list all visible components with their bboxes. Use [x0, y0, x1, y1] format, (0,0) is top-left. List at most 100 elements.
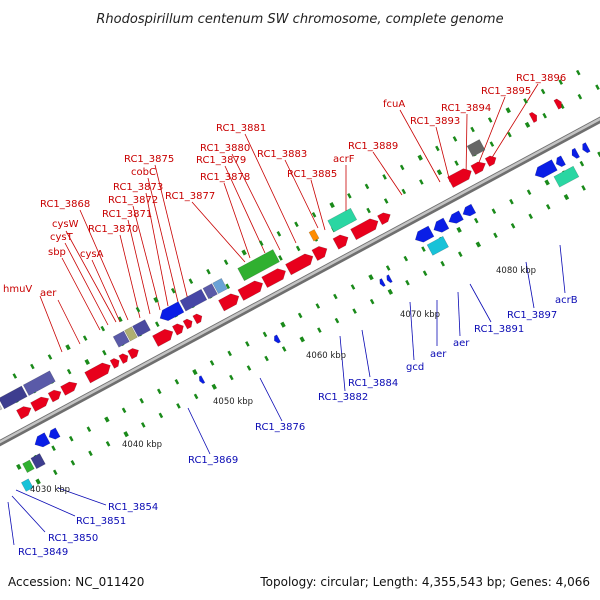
- gene-label[interactable]: RC1_3876: [255, 422, 305, 433]
- gene-label[interactable]: acrB: [555, 295, 578, 306]
- gene-feature[interactable]: [157, 301, 185, 324]
- gene-label[interactable]: RC1_3893: [410, 116, 460, 127]
- gene-label[interactable]: RC1_3868: [40, 199, 90, 210]
- leader-line: [119, 234, 141, 319]
- gene-feature[interactable]: [528, 111, 539, 123]
- gene-feature[interactable]: [22, 459, 35, 473]
- gene-feature[interactable]: [532, 159, 558, 181]
- gene-label[interactable]: RC1_3884: [348, 378, 398, 389]
- gene-label[interactable]: RC1_3877: [165, 191, 215, 202]
- gene-feature[interactable]: [47, 427, 61, 442]
- gene-feature[interactable]: [109, 357, 121, 369]
- gene-feature[interactable]: [0, 399, 3, 415]
- gene-feature[interactable]: [466, 139, 486, 158]
- gene-feature[interactable]: [412, 225, 435, 245]
- gene-feature[interactable]: [0, 385, 28, 410]
- gene-feature[interactable]: [16, 404, 33, 420]
- gene-label[interactable]: RC1_3869: [188, 455, 238, 466]
- gene-feature[interactable]: [30, 453, 46, 470]
- gene-label[interactable]: RC1_3849: [18, 547, 68, 558]
- gene-label[interactable]: RC1_3896: [516, 73, 566, 84]
- gene-feature[interactable]: [179, 288, 208, 312]
- gene-feature[interactable]: [124, 326, 138, 342]
- gene-feature[interactable]: [431, 217, 450, 235]
- gene-feature[interactable]: [461, 203, 477, 218]
- gene-feature[interactable]: [30, 394, 52, 412]
- gene-label[interactable]: cysT: [50, 232, 74, 243]
- gene-feature[interactable]: [198, 375, 206, 385]
- gene-feature[interactable]: [308, 229, 320, 242]
- gene-feature[interactable]: [554, 155, 566, 169]
- gene-label[interactable]: RC1_3889: [348, 141, 398, 152]
- gene-feature[interactable]: [553, 98, 564, 110]
- gene-feature[interactable]: [20, 478, 34, 492]
- gene-label[interactable]: fcuA: [383, 99, 405, 110]
- gene-label[interactable]: RC1_3850: [48, 533, 98, 544]
- gene-feature[interactable]: [218, 291, 241, 312]
- gene-label[interactable]: hmuV: [3, 284, 32, 295]
- gene-label[interactable]: RC1_3895: [481, 86, 531, 97]
- gene-label[interactable]: RC1_3875: [124, 154, 174, 165]
- gene-feature[interactable]: [237, 249, 280, 282]
- gene-label[interactable]: RC1_3879: [196, 155, 246, 166]
- gene-feature[interactable]: [385, 274, 393, 284]
- gene-label[interactable]: RC1_3885: [287, 169, 337, 180]
- gene-label[interactable]: RC1_3883: [257, 149, 307, 160]
- gene-label[interactable]: RC1_3881: [216, 123, 266, 134]
- gene-label[interactable]: RC1_3871: [102, 209, 152, 220]
- gene-feature[interactable]: [311, 243, 330, 262]
- gene-label[interactable]: gcd: [406, 362, 424, 373]
- gene-label[interactable]: RC1_3894: [441, 103, 491, 114]
- gene-feature[interactable]: [152, 326, 175, 347]
- gene-label[interactable]: RC1_3882: [318, 392, 368, 403]
- gene-feature[interactable]: [127, 346, 141, 360]
- gene-feature[interactable]: [171, 322, 186, 336]
- gene-feature[interactable]: [484, 154, 498, 167]
- gene-label[interactable]: RC1_3873: [113, 182, 163, 193]
- gene-label[interactable]: RC1_3891: [474, 324, 524, 335]
- gene-label[interactable]: acrF: [333, 154, 355, 165]
- gene-feature[interactable]: [118, 352, 130, 365]
- gene-feature[interactable]: [446, 210, 464, 226]
- gene-feature[interactable]: [350, 216, 381, 241]
- gene-feature[interactable]: [112, 330, 130, 348]
- gene-label[interactable]: aer: [40, 288, 57, 299]
- gene-feature[interactable]: [84, 360, 114, 384]
- gene-label[interactable]: aer: [430, 349, 447, 360]
- gene-feature[interactable]: [470, 159, 488, 175]
- gene-feature[interactable]: [60, 379, 80, 396]
- gene-feature[interactable]: [272, 334, 281, 344]
- gene-feature[interactable]: [447, 166, 474, 189]
- gene-label[interactable]: cysA: [80, 249, 104, 260]
- gene-feature[interactable]: [237, 278, 266, 301]
- gene-label[interactable]: RC1_3870: [88, 224, 138, 235]
- gene-feature[interactable]: [570, 147, 580, 160]
- gene-feature[interactable]: [32, 432, 51, 450]
- gene-feature[interactable]: [377, 210, 392, 226]
- gene-feature[interactable]: [553, 165, 580, 188]
- gene-label[interactable]: RC1_3872: [108, 195, 158, 206]
- gene-feature[interactable]: [332, 232, 351, 250]
- gene-feature[interactable]: [261, 266, 289, 289]
- gene-feature[interactable]: [47, 388, 63, 403]
- gene-label[interactable]: aer: [453, 338, 470, 349]
- gene-label[interactable]: RC1_3880: [200, 143, 250, 154]
- gene-label[interactable]: sbp: [48, 247, 66, 258]
- gene-feature[interactable]: [378, 278, 386, 287]
- gene-feature[interactable]: [202, 283, 218, 300]
- gene-label[interactable]: RC1_3851: [76, 516, 126, 527]
- gene-label[interactable]: cysW: [52, 219, 79, 230]
- gene-feature[interactable]: [192, 312, 204, 325]
- gene-feature[interactable]: [327, 207, 358, 233]
- gene-feature[interactable]: [285, 251, 315, 276]
- gene-feature[interactable]: [426, 235, 449, 256]
- gene-feature[interactable]: [580, 142, 591, 155]
- gene-feature[interactable]: [182, 317, 194, 330]
- gene-feature[interactable]: [132, 319, 151, 338]
- gene-label[interactable]: RC1_3878: [200, 172, 250, 183]
- gene-feature[interactable]: [212, 278, 228, 295]
- gene-label[interactable]: RC1_3854: [108, 502, 158, 513]
- gene-label[interactable]: cobC: [131, 167, 156, 178]
- gene-label[interactable]: RC1_3897: [507, 310, 557, 321]
- gene-feature[interactable]: [22, 370, 56, 396]
